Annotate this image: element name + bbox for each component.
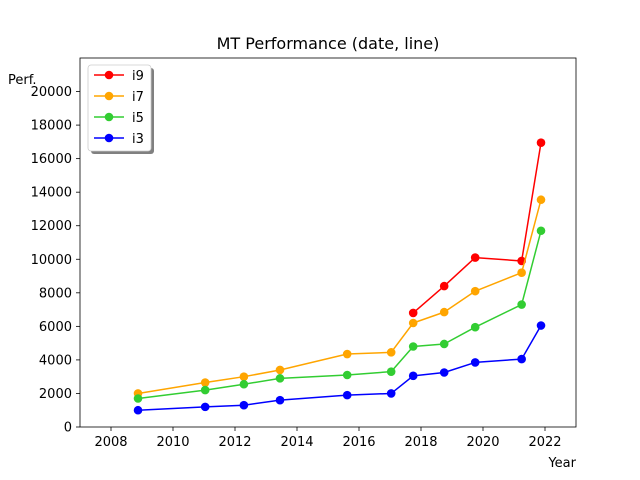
x-tick-label: 2020 [466,435,499,450]
x-tick-label: 2008 [94,435,127,450]
y-tick-label: 16000 [31,152,72,167]
legend-label: i5 [132,111,144,126]
legend-label: i3 [132,132,144,147]
series-i7 [133,195,546,398]
legend: i9 i7 i5 i3 [87,64,154,154]
data-point [275,365,285,375]
series-i9 [408,138,546,318]
legend-label: i9 [132,69,144,84]
data-point [386,348,396,357]
series-i5 [133,226,546,403]
y-tick-label: 14000 [31,186,72,201]
x-tick-label: 2014 [280,435,313,450]
y-axis-label: Perf. [8,73,36,88]
data-point [517,268,526,277]
data-point [517,300,526,309]
data-point [470,322,480,332]
y-tick-label: 6000 [39,320,72,335]
data-point [386,389,396,398]
data-point [408,308,418,318]
data-point [386,367,396,376]
data-point [133,405,143,415]
legend-box [87,64,152,152]
data-point [275,374,285,383]
data-point [536,226,546,236]
legend-marker [104,112,114,122]
data-point [517,354,526,364]
x-tick-label: 2018 [404,435,437,450]
x-tick-label: 2012 [218,435,251,450]
series-i3 [133,321,546,415]
series-layer [133,138,546,415]
x-tick-label: 2010 [156,435,189,450]
data-point [536,138,546,147]
data-point [408,318,418,328]
y-tick-label: 10000 [31,253,72,268]
y-tick-label: 0 [64,421,72,436]
data-point [200,385,210,395]
data-point [470,253,480,262]
legend-item-i5: i5 [94,111,144,126]
data-point [342,390,352,400]
legend-items: i9 i7 i5 i3 [94,69,144,147]
x-axis-label: Year [547,456,576,471]
x-axis-ticks: 2008 2010 2012 2014 2016 2018 2020 2022 [94,427,562,450]
data-point [536,195,546,205]
legend-marker [104,91,114,101]
axes-frame [79,57,577,428]
y-tick-label: 4000 [39,353,72,368]
data-point [439,339,449,349]
legend-item-i7: i7 [94,90,144,105]
legend-label: i7 [132,90,144,105]
x-tick-label: 2022 [528,435,561,450]
data-point [342,370,352,380]
data-point [439,307,449,317]
legend-item-i3: i3 [94,132,144,147]
data-point [408,371,418,381]
y-axis-ticks: 0 2000 4000 6000 8000 10000 12000 14000 16000 180… [31,85,80,436]
legend-item-i9: i9 [94,69,144,84]
data-point [200,402,210,412]
data-point [239,372,249,381]
legend-marker [104,70,114,80]
data-point [439,281,449,291]
data-point [470,286,480,296]
data-point [133,394,143,403]
y-tick-label: 18000 [31,119,72,134]
legend-marker [104,133,114,143]
data-point [275,395,285,405]
chart-title: MT Performance (date, line) [217,34,440,53]
data-point [470,358,480,367]
x-tick-label: 2016 [342,435,375,450]
data-point [439,368,449,377]
plot-background [80,58,576,427]
y-tick-label: 2000 [39,387,72,402]
data-point [536,321,546,330]
y-tick-label: 20000 [31,85,72,100]
data-point [342,349,352,359]
data-point [239,400,249,410]
y-tick-label: 12000 [31,219,72,234]
data-point [200,378,210,387]
y-tick-label: 8000 [39,286,72,301]
data-point [408,342,418,351]
data-point [239,379,249,389]
plot-frame [79,57,577,428]
